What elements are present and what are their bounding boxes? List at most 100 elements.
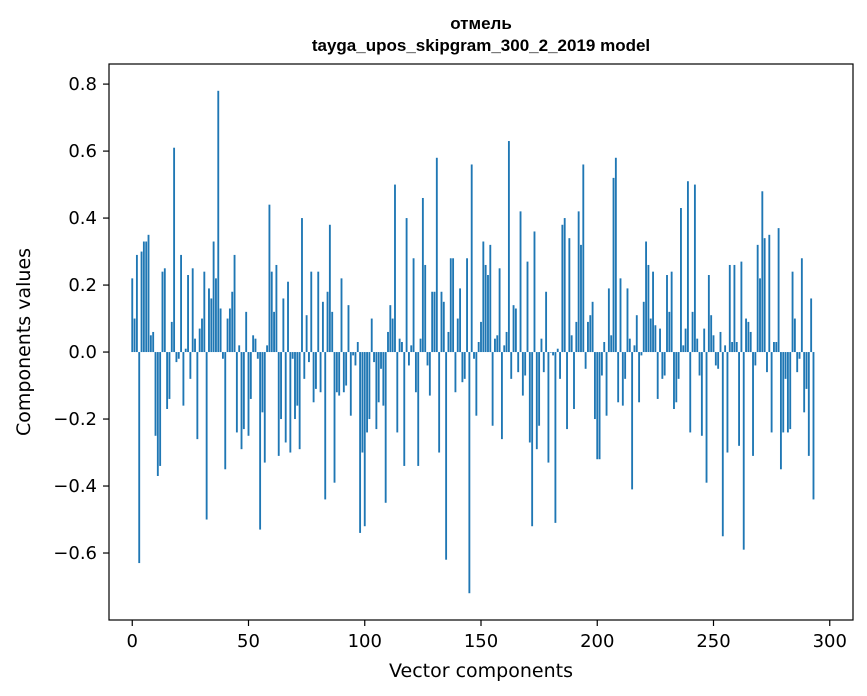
bar-79 xyxy=(315,352,317,389)
bar-160 xyxy=(503,345,506,353)
bar-204 xyxy=(605,352,608,416)
bar-288 xyxy=(800,258,803,353)
bar-208 xyxy=(614,157,617,353)
bar-220 xyxy=(642,301,645,353)
bar-257 xyxy=(728,264,731,353)
bar-261 xyxy=(738,352,740,446)
bar-13 xyxy=(161,271,164,353)
bar-195 xyxy=(584,352,587,369)
bar-215 xyxy=(631,352,634,490)
bar-245 xyxy=(700,352,703,436)
bar-107 xyxy=(380,352,382,369)
bar-173 xyxy=(533,231,536,353)
bar-86 xyxy=(331,311,334,353)
bar-143 xyxy=(463,352,466,379)
bar-98 xyxy=(359,352,362,533)
bar-260 xyxy=(735,342,738,353)
bar-85 xyxy=(328,224,331,353)
bar-22 xyxy=(182,352,185,406)
bar-283 xyxy=(789,352,792,430)
bar-18 xyxy=(173,147,176,353)
bar-176 xyxy=(540,338,543,353)
bar-272 xyxy=(763,238,766,353)
bar-268 xyxy=(754,352,757,366)
bar-144 xyxy=(466,258,468,353)
bar-97 xyxy=(356,342,359,353)
bar-147 xyxy=(473,352,475,359)
bar-291 xyxy=(807,352,810,456)
bar-276 xyxy=(773,342,775,353)
bar-274 xyxy=(768,234,771,353)
bar-81 xyxy=(319,352,322,393)
bar-205 xyxy=(607,288,610,353)
bar-286 xyxy=(796,352,799,373)
bar-43 xyxy=(231,291,234,353)
bar-16 xyxy=(168,352,171,399)
bar-159 xyxy=(500,352,503,440)
bar-210 xyxy=(619,278,622,353)
y-tick-label: 0.6 xyxy=(68,141,97,162)
bar-125 xyxy=(421,197,424,353)
bar-31 xyxy=(203,271,206,353)
bar-190 xyxy=(573,352,575,409)
bar-248 xyxy=(707,275,710,353)
bar-136 xyxy=(447,331,450,353)
bar-145 xyxy=(468,352,471,594)
bar-277 xyxy=(775,342,778,353)
bar-267 xyxy=(752,352,754,456)
bar-96 xyxy=(354,352,357,366)
bar-198 xyxy=(591,301,594,353)
bar-115 xyxy=(398,338,401,353)
bar-36 xyxy=(215,278,217,353)
bar-228 xyxy=(661,352,664,379)
bar-53 xyxy=(254,338,257,353)
bar-138 xyxy=(452,258,455,353)
bar-104 xyxy=(373,352,375,363)
bar-51 xyxy=(249,352,252,399)
bar-180 xyxy=(549,352,552,353)
bar-33 xyxy=(208,288,210,353)
bar-273 xyxy=(766,352,768,373)
bar-158 xyxy=(498,268,501,353)
bar-163 xyxy=(510,352,513,379)
bar-55 xyxy=(259,352,262,530)
bar-65 xyxy=(282,298,285,353)
bar-57 xyxy=(263,352,266,463)
bar-236 xyxy=(680,208,682,353)
bar-123 xyxy=(417,352,420,466)
y-tick-label: −0.2 xyxy=(53,409,97,430)
bar-126 xyxy=(424,264,427,353)
bar-196 xyxy=(587,321,589,353)
bar-66 xyxy=(284,352,287,443)
bar-193 xyxy=(580,244,582,353)
x-axis-ticks: 0 50 100 150 200 250 300 xyxy=(127,620,847,652)
bar-124 xyxy=(419,338,422,353)
bar-58 xyxy=(266,345,269,353)
bar-141 xyxy=(459,288,461,353)
bar-232 xyxy=(670,271,673,353)
bar-182 xyxy=(554,352,557,523)
bar-99 xyxy=(361,352,364,453)
bar-50 xyxy=(247,352,250,436)
bar-155 xyxy=(491,352,494,426)
bar-280 xyxy=(782,352,785,433)
bar-258 xyxy=(731,342,734,353)
bar-75 xyxy=(305,315,308,353)
bar-14 xyxy=(163,268,166,353)
bar-93 xyxy=(347,305,350,353)
bar-152 xyxy=(484,264,487,353)
bar-78 xyxy=(312,352,315,403)
chart-title-line1: отмель xyxy=(450,14,512,33)
bar-171 xyxy=(528,352,531,443)
bar-225 xyxy=(654,325,657,353)
bar-153 xyxy=(487,275,489,353)
bar-23 xyxy=(184,348,187,353)
bar-212 xyxy=(624,352,627,379)
bar-44 xyxy=(233,254,236,353)
bar-233 xyxy=(673,352,675,409)
bar-101 xyxy=(366,352,368,433)
bar-234 xyxy=(675,352,678,403)
bar-94 xyxy=(349,352,352,416)
bar-80 xyxy=(317,271,320,353)
bar-41 xyxy=(226,318,229,353)
